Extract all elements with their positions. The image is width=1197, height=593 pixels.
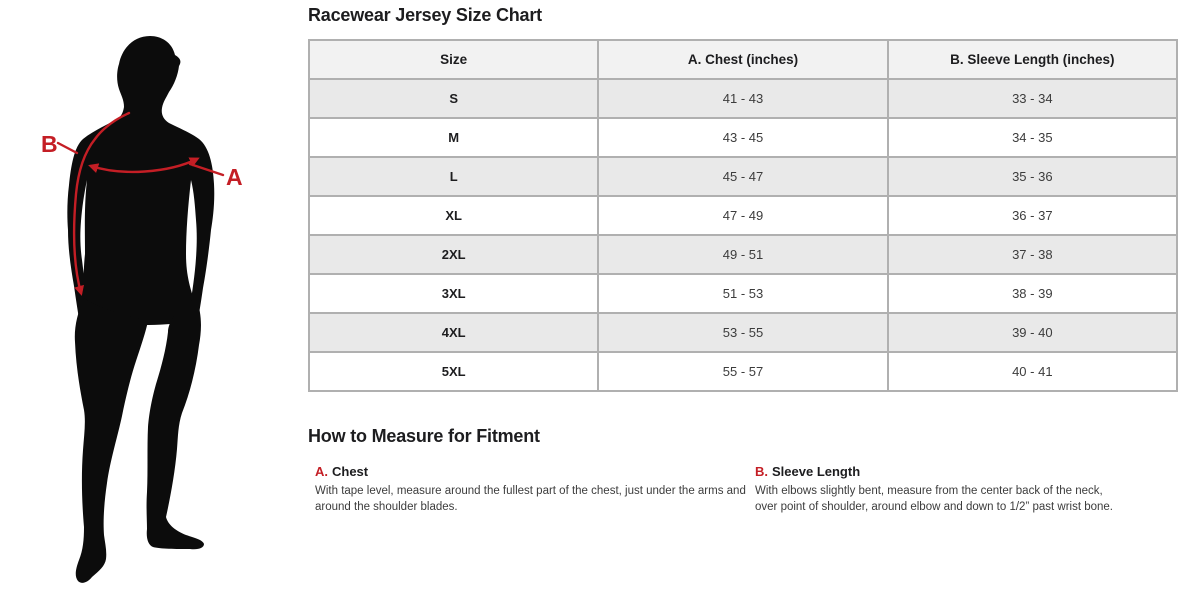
table-row: 5XL 55 - 57 40 - 41 bbox=[307, 351, 1179, 392]
body-measurement-figure: A B bbox=[20, 22, 300, 588]
measure-title-chest: Chest bbox=[332, 464, 369, 479]
chest-cell: 51 - 53 bbox=[597, 273, 889, 314]
silhouette-body bbox=[67, 36, 215, 351]
column-header-size: Size bbox=[307, 39, 600, 80]
table-row: 4XL 53 - 55 39 - 40 bbox=[307, 312, 1179, 353]
column-header-chest: A. Chest (inches) bbox=[597, 39, 889, 80]
silhouette-right-leg bbox=[146, 298, 204, 550]
main-content: Racewear Jersey Size Chart Size A. Chest… bbox=[307, 0, 1179, 515]
measure-item-chest: A. Chest With tape level, measure around … bbox=[308, 464, 755, 515]
measure-item-sleeve-title: B. Sleeve Length bbox=[755, 464, 1178, 479]
chest-cell: 41 - 43 bbox=[597, 78, 889, 119]
label-b-leader-line bbox=[56, 141, 79, 155]
measure-text-chest: With tape level, measure around the full… bbox=[315, 485, 746, 514]
size-cell: XL bbox=[307, 195, 600, 236]
table-row: 3XL 51 - 53 38 - 39 bbox=[307, 273, 1179, 314]
sleeve-cell: 38 - 39 bbox=[886, 273, 1179, 314]
chest-cell: 49 - 51 bbox=[597, 234, 889, 275]
sleeve-cell: 35 - 36 bbox=[886, 156, 1179, 197]
size-cell: 5XL bbox=[307, 351, 600, 392]
measure-item-chest-title: A. Chest bbox=[315, 464, 755, 479]
table-row: XL 47 - 49 36 - 37 bbox=[307, 195, 1179, 236]
size-cell: L bbox=[307, 156, 600, 197]
measure-prefix-a: A. bbox=[315, 464, 328, 479]
sleeve-measure-line bbox=[72, 111, 131, 296]
size-chart-table: Size A. Chest (inches) B. Sleeve Length … bbox=[307, 39, 1179, 392]
chest-cell: 53 - 55 bbox=[597, 312, 889, 353]
sleeve-label-b: B bbox=[41, 131, 57, 157]
table-header-row: Size A. Chest (inches) B. Sleeve Length … bbox=[307, 39, 1179, 80]
chest-label-a: A bbox=[226, 164, 242, 190]
chest-cell: 47 - 49 bbox=[597, 195, 889, 236]
measure-item-sleeve: B. Sleeve Length With elbows slightly ben… bbox=[755, 464, 1178, 515]
measure-section-heading: How to Measure for Fitment bbox=[308, 426, 540, 446]
size-cell: 4XL bbox=[307, 312, 600, 353]
chest-cell: 45 - 47 bbox=[597, 156, 889, 197]
measure-title-sleeve: Sleeve Length bbox=[772, 464, 861, 479]
chest-cell: 55 - 57 bbox=[597, 351, 889, 392]
silhouette-diagram: A B bbox=[41, 36, 243, 583]
size-cell: S bbox=[307, 78, 600, 119]
column-header-sleeve: B. Sleeve Length (inches) bbox=[886, 39, 1179, 80]
size-cell: 3XL bbox=[307, 273, 600, 314]
sleeve-cell: 33 - 34 bbox=[886, 78, 1179, 119]
table-row: S 41 - 43 33 - 34 bbox=[307, 78, 1179, 119]
silhouette-left-leg bbox=[74, 298, 148, 583]
table-row: L 45 - 47 35 - 36 bbox=[307, 156, 1179, 197]
measure-text-sleeve: With elbows slightly bent, measure from … bbox=[755, 485, 1114, 514]
size-cell: M bbox=[307, 117, 600, 158]
chest-cell: 43 - 45 bbox=[597, 117, 889, 158]
measure-section: How to Measure for Fitment A. Chest With … bbox=[308, 426, 1178, 515]
page-title: Racewear Jersey Size Chart bbox=[308, 5, 542, 25]
sleeve-cell: 40 - 41 bbox=[886, 351, 1179, 392]
size-cell: 2XL bbox=[307, 234, 600, 275]
label-a-leader-line bbox=[188, 162, 225, 177]
measure-prefix-b: B. bbox=[755, 464, 768, 479]
chest-measure-line bbox=[88, 157, 200, 174]
sleeve-cell: 36 - 37 bbox=[886, 195, 1179, 236]
sleeve-cell: 37 - 38 bbox=[886, 234, 1179, 275]
measure-columns: A. Chest With tape level, measure around … bbox=[308, 464, 1178, 515]
sleeve-cell: 34 - 35 bbox=[886, 117, 1179, 158]
table-row: 2XL 49 - 51 37 - 38 bbox=[307, 234, 1179, 275]
sleeve-cell: 39 - 40 bbox=[886, 312, 1179, 353]
table-row: M 43 - 45 34 - 35 bbox=[307, 117, 1179, 158]
